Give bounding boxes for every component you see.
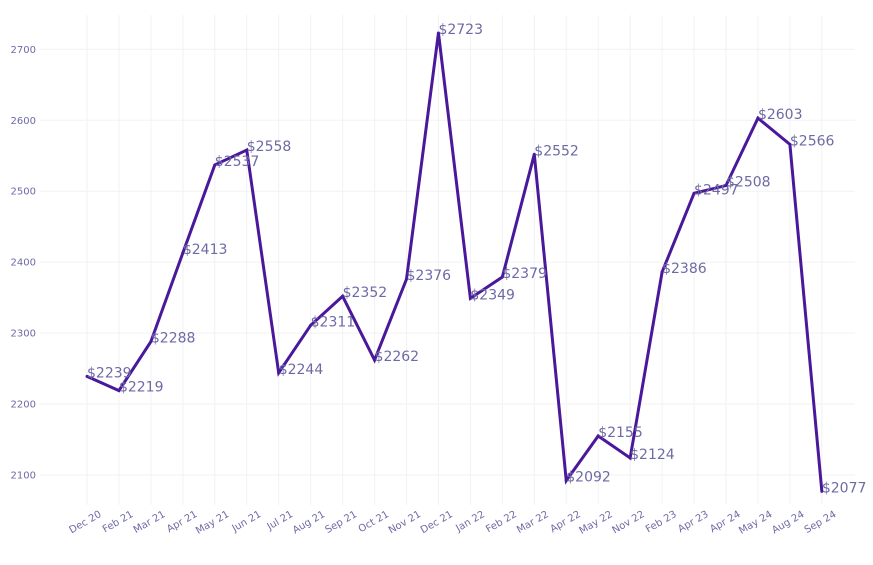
y-tick-label: 2500	[11, 187, 36, 198]
data-label: $2077	[822, 480, 867, 496]
x-tick-label: Feb 21	[101, 509, 136, 535]
x-tick-label: Aug 24	[770, 509, 806, 536]
data-point	[468, 296, 472, 300]
data-label: $2566	[790, 133, 835, 149]
series-line	[86, 32, 824, 492]
data-point	[756, 116, 760, 120]
data-label: $2244	[279, 362, 324, 378]
data-label: $2497	[694, 182, 739, 198]
data-point	[309, 323, 313, 327]
x-tick-label: May 22	[578, 509, 615, 537]
x-tick-label: Apr 22	[548, 509, 582, 535]
x-tick-label: Mar 21	[132, 509, 168, 536]
x-tick-label: Apr 24	[708, 509, 742, 535]
y-tick-label: 2400	[11, 258, 36, 269]
data-point	[532, 152, 536, 156]
x-tick-label: Aug 21	[291, 509, 327, 536]
data-point	[405, 277, 408, 281]
data-label: $2386	[662, 261, 707, 277]
x-tick-label: Jun 21	[230, 509, 264, 535]
data-label: $2155	[598, 425, 643, 441]
y-tick-label: 2700	[11, 45, 36, 56]
x-tick-label: Apr 23	[676, 509, 710, 535]
y-tick-label: 2100	[11, 471, 36, 482]
data-labels: $2239$2219 $2288 $2413 $2537$2558 $2244 $2311…	[85, 22, 867, 496]
data-label: $2219	[119, 380, 164, 396]
data-point	[213, 163, 217, 167]
data-point	[149, 340, 153, 344]
x-tick-label: Jul 21	[265, 509, 296, 533]
data-point	[181, 251, 185, 255]
x-tick-label: Feb 23	[644, 509, 679, 535]
x-tick-label: Nov 22	[610, 509, 646, 536]
grid	[40, 15, 855, 505]
x-tick-label: Dec 21	[419, 509, 455, 536]
x-tick-label: Apr 21	[165, 509, 199, 535]
data-label: $2376	[407, 268, 452, 284]
y-tick-label: 2600	[11, 116, 36, 127]
data-label: $2092	[566, 470, 611, 486]
data-point	[692, 191, 696, 195]
data-label: $2311	[311, 314, 356, 330]
data-point	[724, 184, 728, 188]
data-point	[85, 374, 89, 378]
data-point	[373, 358, 377, 362]
data-point	[660, 270, 664, 274]
x-tick-label: Mar 22	[515, 509, 551, 536]
y-axis-ticks: 2100 2200 2300 2400 2500 2600 2700	[11, 45, 36, 482]
data-label: $2239	[87, 365, 132, 381]
data-label: $2124	[630, 447, 675, 463]
y-tick-label: 2200	[11, 400, 36, 411]
data-point	[596, 434, 600, 438]
data-point	[628, 456, 632, 460]
data-point	[245, 148, 249, 152]
data-label: $2537	[215, 154, 260, 170]
data-point	[277, 371, 281, 375]
data-point	[564, 479, 568, 483]
data-point	[436, 31, 440, 35]
x-tick-label: Nov 21	[387, 509, 423, 536]
data-label: $2413	[183, 242, 228, 258]
data-point	[341, 294, 345, 298]
x-tick-label: May 24	[737, 509, 774, 537]
data-point	[788, 142, 792, 146]
data-label: $2603	[758, 107, 803, 123]
data-label: $2558	[247, 139, 292, 155]
data-label: $2508	[726, 175, 771, 191]
data-label: $2379	[502, 266, 547, 282]
data-label: $2349	[470, 287, 515, 303]
x-tick-label: Jan 22	[453, 509, 486, 535]
data-point	[500, 275, 504, 279]
data-label: $2552	[534, 143, 579, 159]
data-point	[820, 489, 824, 493]
x-tick-label: Sep 24	[803, 509, 839, 536]
data-label: $2262	[375, 349, 420, 365]
y-tick-label: 2300	[11, 329, 36, 340]
data-label: $2723	[438, 22, 483, 38]
data-label: $2352	[343, 285, 388, 301]
x-tick-label: Dec 20	[67, 509, 103, 536]
x-tick-label: May 21	[194, 509, 231, 537]
x-tick-label: Oct 21	[357, 509, 391, 535]
data-label: $2288	[151, 331, 196, 347]
x-tick-label: Sep 21	[323, 509, 359, 536]
data-point	[117, 389, 121, 393]
x-tick-label: Feb 22	[484, 509, 519, 535]
